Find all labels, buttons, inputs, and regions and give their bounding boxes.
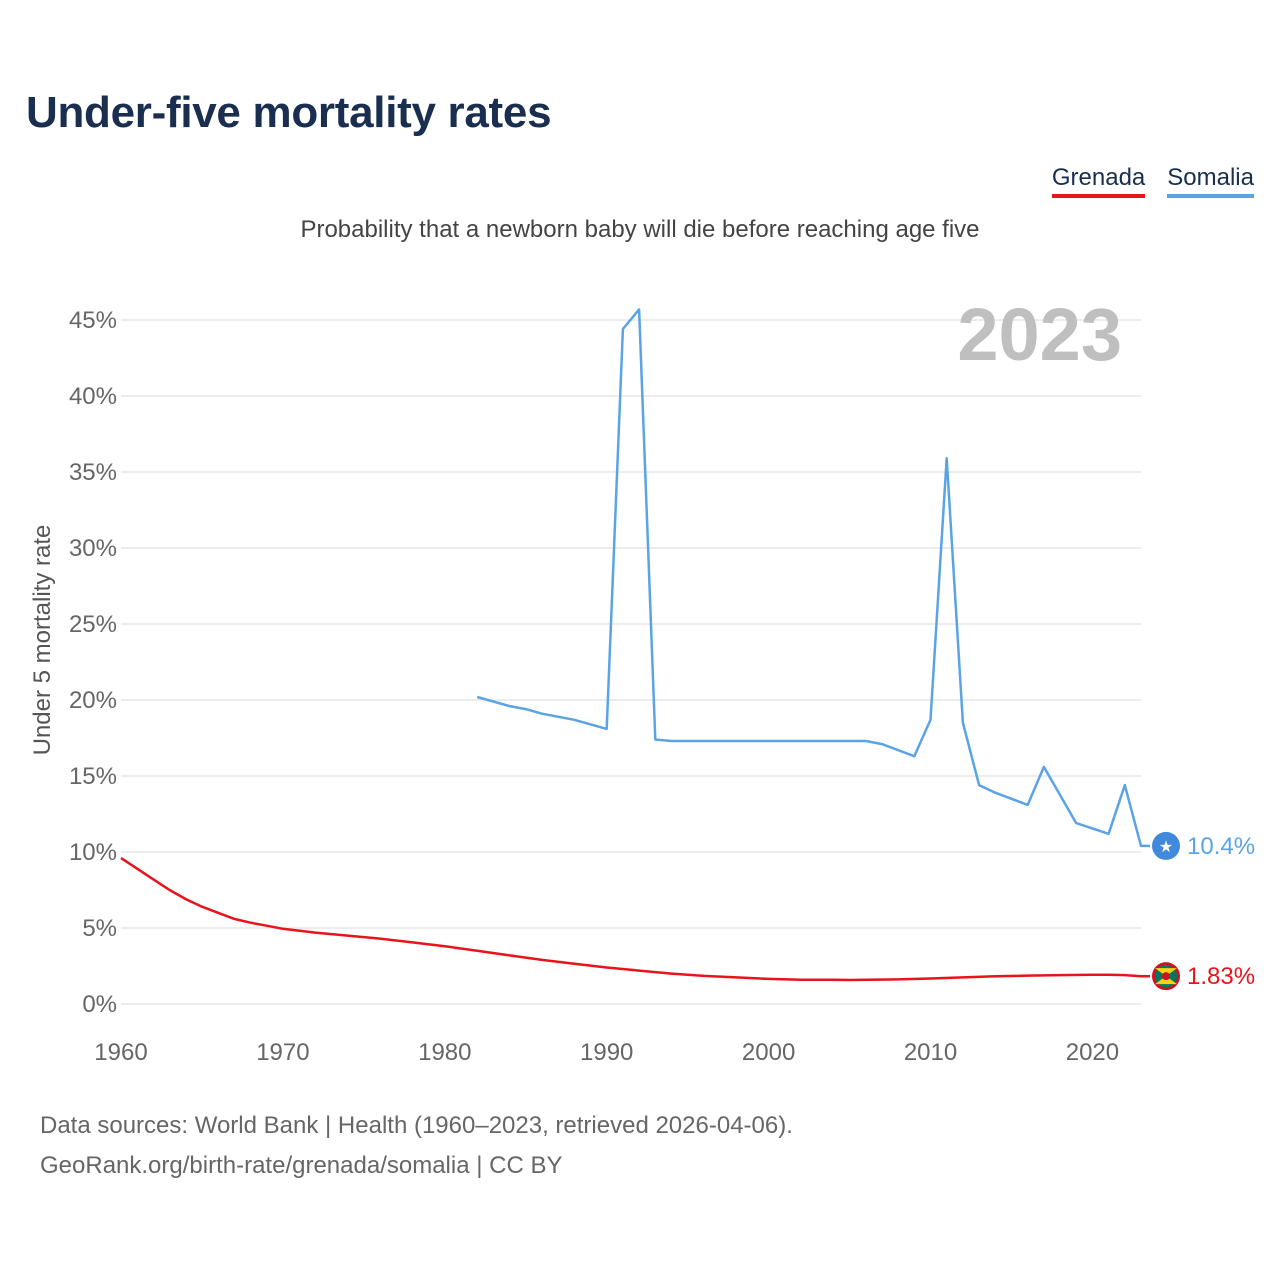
end-label-grenada: 1.83% (1187, 963, 1255, 990)
legend: Grenada Somalia (1051, 164, 1254, 198)
grenada-flag-icon (1152, 962, 1180, 991)
y-axis-ticks: 0% 5% 10% 15% 20% 25% 30% 35% 40% 45% (69, 307, 117, 1018)
end-markers: 1.83% ★ 10.4% (1152, 831, 1255, 991)
x-tick-label: 1960 (94, 1039, 147, 1066)
x-tick-label: 1990 (580, 1039, 633, 1066)
grid-lines (121, 319, 1141, 1005)
end-label-somalia: 10.4% (1187, 833, 1255, 860)
chart-subtitle: Probability that a newborn baby will die… (300, 216, 980, 243)
y-tick-label: 30% (69, 535, 117, 562)
chart-title: Under-five mortality rates (26, 88, 552, 137)
y-tick-label: 0% (82, 991, 117, 1018)
series-line-somalia (476, 308, 1150, 848)
x-axis-ticks: 1960 1970 1980 1990 2000 2010 2020 (94, 1039, 1119, 1066)
source-note: Data sources: World Bank | Health (1960–… (40, 1106, 793, 1186)
somalia-flag-icon: ★ (1152, 831, 1180, 860)
year-label: 2023 (957, 293, 1122, 376)
source-line-2[interactable]: GeoRank.org/birth-rate/grenada/somalia |… (40, 1152, 563, 1179)
y-tick-label: 40% (69, 383, 117, 410)
y-axis-label: Under 5 mortality rate (29, 525, 56, 756)
svg-text:★: ★ (1159, 837, 1173, 856)
y-tick-label: 10% (69, 839, 117, 866)
y-tick-label: 45% (69, 307, 117, 334)
x-tick-label: 1980 (418, 1039, 471, 1066)
y-tick-label: 15% (69, 763, 117, 790)
x-tick-label: 1970 (256, 1039, 309, 1066)
series-group (120, 308, 1150, 982)
series-line-grenada (120, 857, 1150, 982)
y-tick-label: 25% (69, 611, 117, 638)
source-line-1: Data sources: World Bank | Health (1960–… (40, 1112, 793, 1139)
y-tick-label: 35% (69, 459, 117, 486)
x-tick-label: 2020 (1066, 1039, 1119, 1066)
legend-item-grenada[interactable]: Grenada (1051, 164, 1146, 198)
y-tick-label: 20% (69, 687, 117, 714)
legend-item-somalia[interactable]: Somalia (1167, 164, 1254, 198)
y-tick-label: 5% (82, 915, 117, 942)
x-tick-label: 2010 (904, 1039, 957, 1066)
x-tick-label: 2000 (742, 1039, 795, 1066)
